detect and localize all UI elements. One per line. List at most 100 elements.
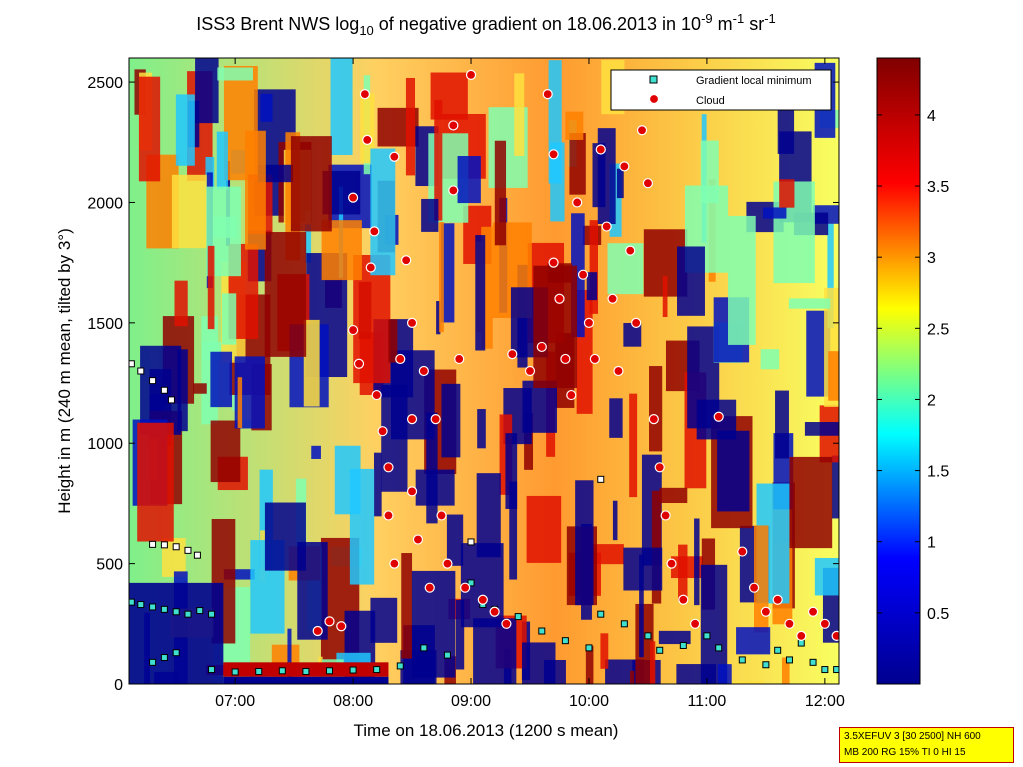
heatmap-cell — [623, 547, 663, 591]
gradient-minimum-point — [715, 644, 723, 652]
cloud-point — [489, 606, 500, 617]
heatmap-cell — [736, 627, 771, 655]
gradient-minimum-point — [149, 540, 157, 548]
heatmap-cell — [476, 473, 501, 558]
heatmap-cell — [659, 487, 688, 504]
plot-frame — [128, 57, 840, 685]
cloud-point — [690, 618, 701, 629]
gradient-minimum-point — [208, 666, 216, 674]
heatmap-cell — [779, 179, 795, 208]
heatmap-cell — [694, 518, 700, 606]
gradient-minimum-point — [349, 666, 357, 674]
plot-area — [129, 58, 839, 684]
heatmap-cell — [828, 351, 839, 401]
heatmap-cell — [612, 500, 618, 541]
x-tick-label: 12:00 — [805, 693, 845, 710]
gradient-minimum-point — [302, 667, 310, 675]
legend: Gradient local minimum Cloud — [610, 69, 832, 111]
cloud-point — [760, 606, 771, 617]
cloud-point — [336, 621, 347, 632]
gradient-minimum-point — [644, 632, 652, 640]
gradient-minimum-point — [129, 360, 135, 368]
cloud-point — [748, 582, 760, 593]
gradient-minimum-point — [160, 605, 168, 613]
gradient-minimum-point — [738, 656, 746, 664]
heatmap-cell — [522, 380, 558, 433]
heatmap-cell — [430, 72, 468, 120]
cloud-point — [365, 262, 376, 273]
heatmap-cell — [717, 664, 732, 684]
heatmap-cell — [290, 136, 332, 232]
colorbar-tick-label: 0.5 — [927, 606, 949, 623]
heatmap-cell — [217, 67, 253, 81]
y-tick-label: 1000 — [87, 436, 123, 453]
heatmap-cell — [781, 657, 790, 684]
cloud-point — [713, 411, 724, 422]
cloud-point — [406, 486, 418, 497]
x-tick-label: 07:00 — [215, 693, 255, 710]
x-tick-label: 10:00 — [569, 693, 609, 710]
heatmap-cell — [775, 390, 789, 459]
cloud-point — [548, 149, 559, 160]
gradient-minimum-point — [833, 666, 839, 674]
heatmap-cell — [370, 597, 398, 643]
heatmap-cell — [373, 452, 382, 517]
y-axis-label: Height in m (240 m mean, tilted by 3°) — [55, 228, 74, 514]
cloud-point — [631, 317, 642, 328]
heatmap-cell — [514, 73, 525, 156]
legend-marker-gradient-minimum — [649, 75, 658, 84]
cloud-point — [477, 594, 488, 605]
cloud-point — [418, 365, 429, 377]
heatmap-cell — [440, 223, 455, 323]
cloud-point — [359, 89, 370, 100]
gradient-minimum-point — [160, 654, 168, 662]
heatmap-cell — [305, 210, 312, 263]
gradient-minimum-point — [797, 639, 805, 647]
x-tick-label: 08:00 — [333, 693, 373, 710]
legend-label-gradient-minimum: Gradient local minimum — [696, 75, 812, 87]
heatmap-cell — [609, 398, 623, 438]
cloud-point — [737, 546, 748, 557]
gradient-minimum-point — [193, 551, 201, 559]
heatmap-cell — [388, 319, 398, 363]
gradient-minimum-point — [196, 607, 204, 615]
heatmap-cell — [630, 670, 635, 684]
heatmap-cell — [600, 633, 609, 669]
heatmap-cell — [257, 164, 294, 183]
heatmap-cell — [662, 275, 668, 318]
heatmap-cell — [330, 58, 353, 156]
x-tick-label: 11:00 — [687, 693, 726, 710]
heatmap-cell — [754, 525, 769, 633]
gradient-minimum-point — [597, 610, 605, 618]
cloud-point — [406, 317, 418, 328]
cloud-point — [362, 134, 373, 145]
heatmap-cell — [717, 430, 750, 512]
heatmap-cell — [678, 544, 688, 601]
cloud-point — [501, 618, 512, 629]
heatmap-cell — [193, 383, 207, 394]
cloud-point — [831, 630, 839, 641]
heatmap-cell — [550, 142, 565, 222]
parameter-info-box: 3.5XEFUV 3 [30 2500] NH 600 MB 200 RG 15… — [839, 727, 1014, 763]
heatmap-cell — [788, 298, 831, 309]
heatmap-cell — [763, 207, 787, 219]
gradient-minimum-point — [597, 475, 605, 483]
heatmap-cell — [475, 235, 486, 351]
heatmap-cell — [473, 618, 517, 684]
cloud-point — [819, 618, 830, 629]
gradient-minimum-point — [172, 608, 180, 616]
gradient-minimum-point — [396, 662, 404, 670]
cloud-point — [660, 510, 671, 521]
heatmap-cell — [760, 349, 780, 370]
cloud-point — [642, 178, 654, 189]
heatmap-cell — [804, 422, 839, 436]
gradient-minimum-point — [679, 641, 687, 649]
cloud-point — [607, 293, 618, 304]
heatmap-cell — [245, 130, 266, 250]
cloud-point — [595, 144, 606, 155]
cloud-point — [678, 594, 689, 605]
cloud-point — [353, 358, 365, 369]
heatmap-cell — [569, 133, 586, 195]
legend-box — [610, 69, 832, 111]
heatmap-cell — [457, 156, 481, 204]
